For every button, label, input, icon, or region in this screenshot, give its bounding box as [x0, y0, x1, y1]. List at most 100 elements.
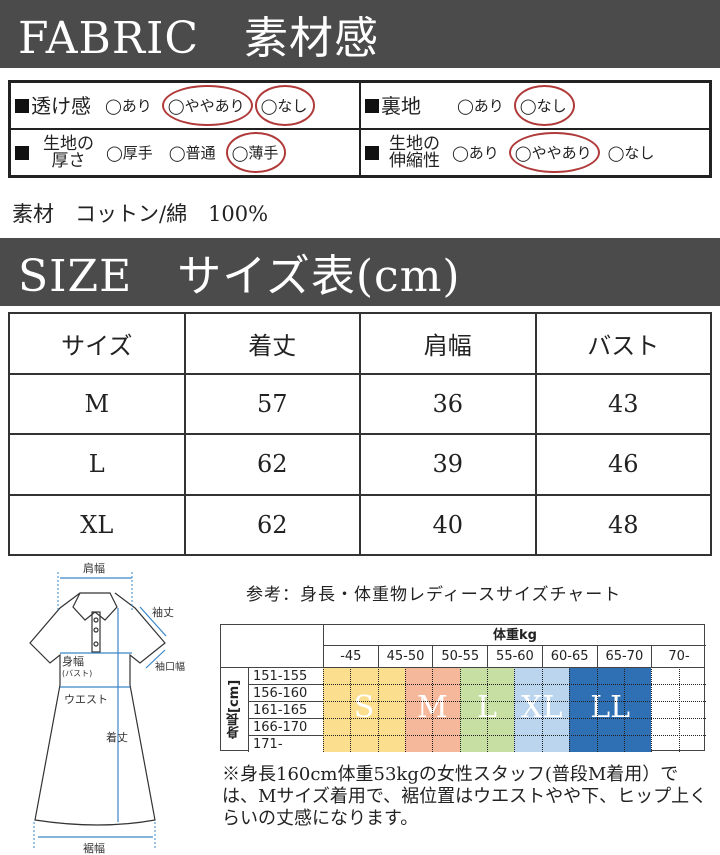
label-line: 厚さ [51, 150, 86, 171]
label-line: 生地の [389, 133, 440, 154]
grid-line [323, 701, 706, 702]
height-header: 171- [248, 735, 323, 752]
weight-header: 55-60 [487, 646, 542, 667]
diagram-label-cuff: 袖口幅 [155, 660, 185, 673]
table-cell: バスト [534, 312, 712, 375]
label: 透け感 [31, 93, 91, 118]
grid-line [514, 667, 516, 752]
table-row: M 57 36 43 [8, 372, 712, 435]
option: ◯あり [105, 97, 152, 115]
fabric-sheer: 透け感 ◯あり ◯ややあり ◯なし [10, 82, 360, 129]
fabric-table: 透け感 ◯あり ◯ややあり ◯なし 裏地 ◯あり ◯なし 生地の 厚さ ◯厚手 ◯普通 ◯薄… [8, 80, 712, 178]
grid-line [432, 667, 434, 752]
material-text: 素材 コットン/綿 100% [12, 202, 269, 226]
diagram-label-bust-sub: (バスト) [62, 669, 92, 678]
fabric-thickness: 生地の 厚さ ◯厚手 ◯普通 ◯薄手 [10, 129, 360, 176]
table-cell: 62 [183, 433, 361, 496]
table-cell: 着丈 [183, 312, 361, 375]
table-cell: 39 [359, 433, 537, 496]
size-band-XL [514, 667, 570, 752]
dress-diagram: 肩幅 袖丈 袖口幅 身幅 (バスト) ウエスト 着丈 裾幅 [29, 561, 185, 855]
chart-title: 参考：身長・体重物レディースサイズチャート [246, 585, 622, 605]
label: 生地の 厚さ [43, 133, 94, 171]
height-header: 161-165 [248, 701, 323, 718]
table-cell: 肩幅 [359, 312, 537, 375]
grid-line [405, 667, 407, 752]
option: ◯厚手 [106, 144, 153, 162]
table-cell: 40 [359, 493, 537, 556]
size-label: S [353, 690, 375, 725]
table-cell: サイズ [8, 312, 186, 375]
chart-divider [221, 667, 704, 668]
grid-line [323, 667, 324, 752]
label: 生地の 伸縮性 [389, 133, 440, 171]
grid-line [377, 667, 379, 752]
size-label: LL [590, 690, 631, 725]
grid-line [678, 667, 680, 752]
grid-line [541, 667, 543, 752]
table-cell: L [8, 433, 186, 496]
grid-line [623, 667, 625, 752]
option: ◯なし [607, 144, 655, 162]
table-cell: 48 [534, 493, 712, 556]
option: ◯普通 [168, 144, 216, 162]
weight-label: 体重kg [323, 625, 706, 646]
weight-header: 60-65 [541, 646, 597, 667]
weight-header: 50-55 [432, 646, 487, 667]
fabric-lining: 裏地 ◯あり ◯なし [360, 82, 710, 129]
table-cell: M [8, 372, 186, 435]
label-line: 生地の [43, 133, 94, 154]
option-selected: ◯ややあり [508, 132, 600, 173]
diagram-label-sleeve: 袖丈 [152, 605, 174, 619]
label-line: 伸縮性 [389, 150, 440, 171]
table-cell: 43 [534, 372, 712, 435]
option: ◯あり [457, 97, 504, 115]
table-cell: 57 [183, 372, 361, 435]
grid-line [323, 684, 706, 685]
option-selected: ◯なし [254, 85, 316, 126]
table-cell: 36 [359, 372, 537, 435]
height-header: 156-160 [248, 684, 323, 701]
size-label: L [477, 690, 498, 725]
square-bullet-icon [365, 145, 379, 160]
option: ◯あり [452, 144, 499, 162]
weight-header: -45 [323, 646, 378, 667]
size-band-S [323, 667, 406, 752]
size-table: サイズ 着丈 肩幅 バスト M 57 36 43 L 62 39 46 XL 62 40 48 [8, 312, 712, 556]
fabric-stretch: 生地の 伸縮性 ◯あり ◯ややあり ◯なし [360, 129, 710, 176]
table-cell: 62 [183, 493, 361, 556]
grid-line [569, 667, 571, 752]
square-bullet-icon [365, 98, 379, 113]
height-header: 151-155 [248, 667, 323, 684]
diagram-label-waist: ウエスト [64, 693, 108, 706]
table-cell: 46 [534, 433, 712, 496]
option-selected: ◯薄手 [225, 132, 287, 173]
diagram-label-hem: 裾幅 [83, 841, 105, 855]
size-chart: S M L XL LL -45 45-50 50-55 55-60 60-65 65-70 70- 15… [220, 624, 706, 752]
grid-line [487, 667, 489, 752]
weight-header: 65-70 [596, 646, 652, 667]
table-cell: XL [8, 493, 186, 556]
label: 裏地 [381, 93, 421, 118]
grid-line [350, 667, 352, 752]
option-selected: ◯ややあり [161, 85, 253, 126]
weight-header: 70- [651, 646, 706, 667]
square-bullet-icon [15, 145, 29, 160]
square-bullet-icon [15, 98, 29, 113]
staff-note: ※身長160cm体重53kgの女性スタッフ(普段M着用）では、Mサイズ着用で、裾… [222, 764, 708, 829]
grid-line [459, 667, 461, 752]
height-label: 身長[cm] [227, 679, 242, 740]
option-selected: ◯なし [513, 85, 575, 126]
diagram-label-shoulder: 肩幅 [83, 561, 105, 575]
size-header: SIZE サイズ表(cm) [0, 238, 720, 306]
diagram-label-bust: 身幅 [62, 654, 84, 668]
diagram-label-length: 着丈 [106, 730, 128, 744]
grid-line [651, 667, 653, 752]
weight-header: 45-50 [377, 646, 433, 667]
table-row: XL 62 40 48 [8, 493, 712, 556]
table-row: L 62 39 46 [8, 433, 712, 496]
table-header-row: サイズ 着丈 肩幅 バスト [8, 312, 712, 375]
height-header: 166-170 [248, 718, 323, 735]
grid-line [323, 718, 706, 719]
size-band-LL [569, 667, 652, 752]
